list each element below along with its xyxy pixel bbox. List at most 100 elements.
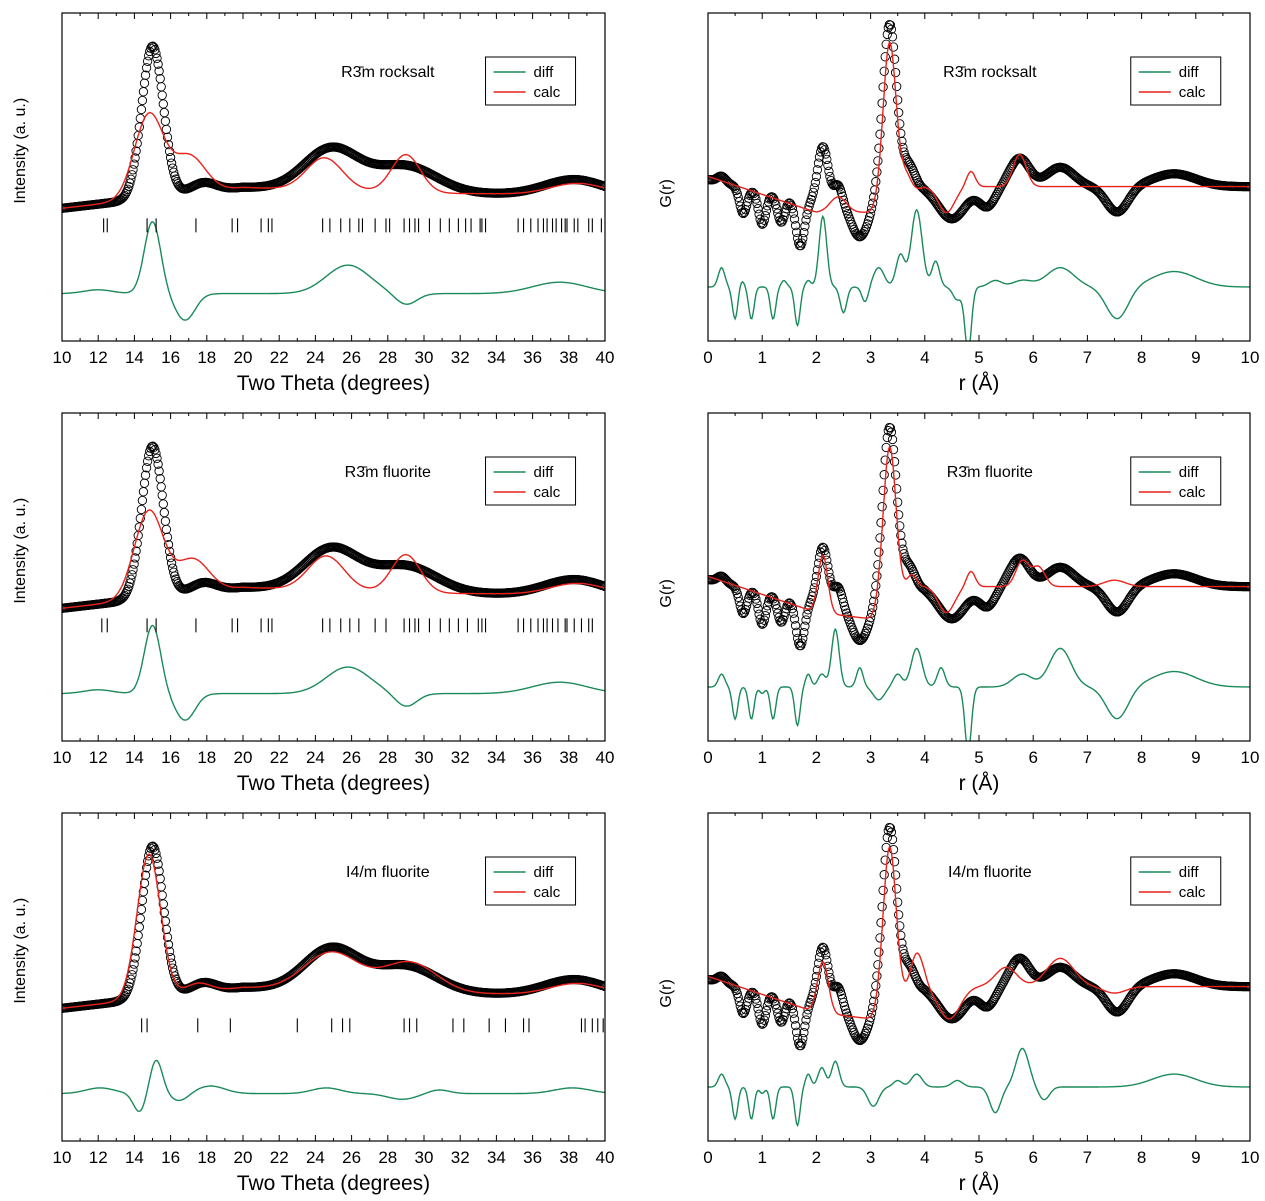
x-tick-label: 6 xyxy=(1028,748,1037,767)
legend: diff calc xyxy=(485,456,577,506)
observed-point xyxy=(906,962,916,973)
x-tick-label: 40 xyxy=(596,348,615,367)
observed-point xyxy=(153,59,163,69)
x-tick-label: 18 xyxy=(197,348,216,367)
legend-label-calc: calc xyxy=(534,884,561,901)
observed-point xyxy=(874,947,884,957)
observed-point xyxy=(910,971,921,982)
observed-point xyxy=(754,1009,764,1019)
observed-point xyxy=(1121,599,1131,609)
observed-point xyxy=(1120,200,1130,211)
observed-point xyxy=(789,1014,800,1024)
observed-point xyxy=(122,187,132,197)
xrd-chart-rocksalt: 10 12 14 16 18 20 22 24 26 28 30 32 34 36 38 40 Two Thet… xyxy=(12,12,615,395)
observed-point xyxy=(839,601,850,611)
observed-point xyxy=(874,143,884,153)
observed-point xyxy=(142,56,153,66)
observed-point xyxy=(799,627,809,638)
x-axis: 0 1 2 3 4 5 6 7 8 9 10 xyxy=(703,413,1259,767)
calc-series-line xyxy=(62,509,605,609)
x-axis-label: Two Theta (degrees) xyxy=(237,372,430,395)
observed-point xyxy=(733,992,743,1002)
pdf-panel-r3m-fluorite: 0 1 2 3 4 5 6 7 8 9 10 r (Å) G(r) R3̄m fluorite diff ca… xyxy=(645,400,1265,805)
observed-point xyxy=(151,48,161,59)
observed-point xyxy=(852,1033,862,1044)
observed-point xyxy=(866,608,877,618)
x-tick-label: 12 xyxy=(89,348,108,367)
legend-label-calc: calc xyxy=(1179,84,1206,101)
observed-point xyxy=(1120,1000,1130,1011)
observed-point xyxy=(790,1020,801,1031)
observed-point xyxy=(869,996,879,1006)
observed-point xyxy=(886,427,897,437)
legend: diff calc xyxy=(1130,856,1222,906)
plot-area xyxy=(708,822,1250,1128)
x-tick-label: 24 xyxy=(306,1148,325,1167)
observed-point xyxy=(812,965,823,975)
observed-point xyxy=(802,609,812,620)
observed-point xyxy=(772,1004,782,1014)
observed-point xyxy=(889,54,900,64)
plot-area xyxy=(62,41,605,321)
x-tick-label: 5 xyxy=(974,1148,983,1167)
observed-point xyxy=(813,558,824,568)
legend-label-calc: calc xyxy=(1179,484,1206,501)
observed-point xyxy=(157,90,167,100)
observed-point xyxy=(885,823,896,833)
observed-point xyxy=(791,627,802,637)
observed-point xyxy=(825,171,835,182)
observed-point xyxy=(160,516,171,526)
x-tick-label: 32 xyxy=(451,348,470,367)
xrd-chart-r3m-fluorite: 10 12 14 16 18 20 22 24 26 28 30 32 34 36 38 40 Two Thet… xyxy=(12,412,614,795)
observed-point xyxy=(801,1015,811,1025)
observed-point xyxy=(754,209,764,219)
pdf-panel-rocksalt: 0 1 2 3 4 5 6 7 8 9 10 r (Å) G(r) R3̄m rocksalt diff ca… xyxy=(645,0,1265,405)
observed-point xyxy=(1120,600,1130,611)
x-tick-label: 3 xyxy=(866,748,875,767)
observed-point xyxy=(892,81,902,92)
observed-point xyxy=(808,187,818,198)
observed-point xyxy=(812,165,823,175)
observed-point xyxy=(871,177,881,187)
observed-point xyxy=(141,63,152,73)
observed-point xyxy=(811,571,822,582)
x-tick-label: 28 xyxy=(378,748,397,767)
observed-point xyxy=(879,66,889,76)
observed-point xyxy=(838,195,849,205)
observed-series xyxy=(708,19,1250,251)
x-tick-label: 30 xyxy=(415,748,434,767)
observed-point xyxy=(875,129,885,139)
x-tick-label: 26 xyxy=(342,348,361,367)
observed-point xyxy=(130,153,140,163)
x-tick-label: 1 xyxy=(757,348,766,367)
observed-point xyxy=(122,587,132,597)
observed-point xyxy=(158,99,168,109)
observed-point xyxy=(140,70,151,80)
x-tick-label: 7 xyxy=(1083,1148,1092,1167)
observed-point xyxy=(753,1004,763,1014)
observed-point xyxy=(772,604,782,614)
observed-point xyxy=(139,478,150,488)
observed-point xyxy=(893,897,903,907)
x-tick-label: 9 xyxy=(1191,1148,1200,1167)
observed-point xyxy=(733,592,743,602)
observed-point xyxy=(752,198,762,209)
observed-point xyxy=(866,203,877,214)
observed-point xyxy=(746,588,756,599)
observed-point xyxy=(155,474,165,484)
observed-point xyxy=(875,533,885,543)
legend-label-diff: diff xyxy=(1179,464,1200,481)
x-tick-label: 2 xyxy=(812,348,821,367)
legend-box xyxy=(485,56,577,106)
observed-point xyxy=(759,215,769,225)
x-tick-label: 5 xyxy=(974,348,983,367)
x-tick-label: 26 xyxy=(342,1148,361,1167)
observed-point xyxy=(151,448,161,459)
observed-point xyxy=(1119,202,1129,212)
observed-point xyxy=(808,987,818,998)
observed-point xyxy=(126,974,136,984)
x-tick-label: 3 xyxy=(866,348,875,367)
observed-point xyxy=(822,555,832,565)
observed-point xyxy=(753,604,763,614)
observed-point xyxy=(161,524,172,535)
